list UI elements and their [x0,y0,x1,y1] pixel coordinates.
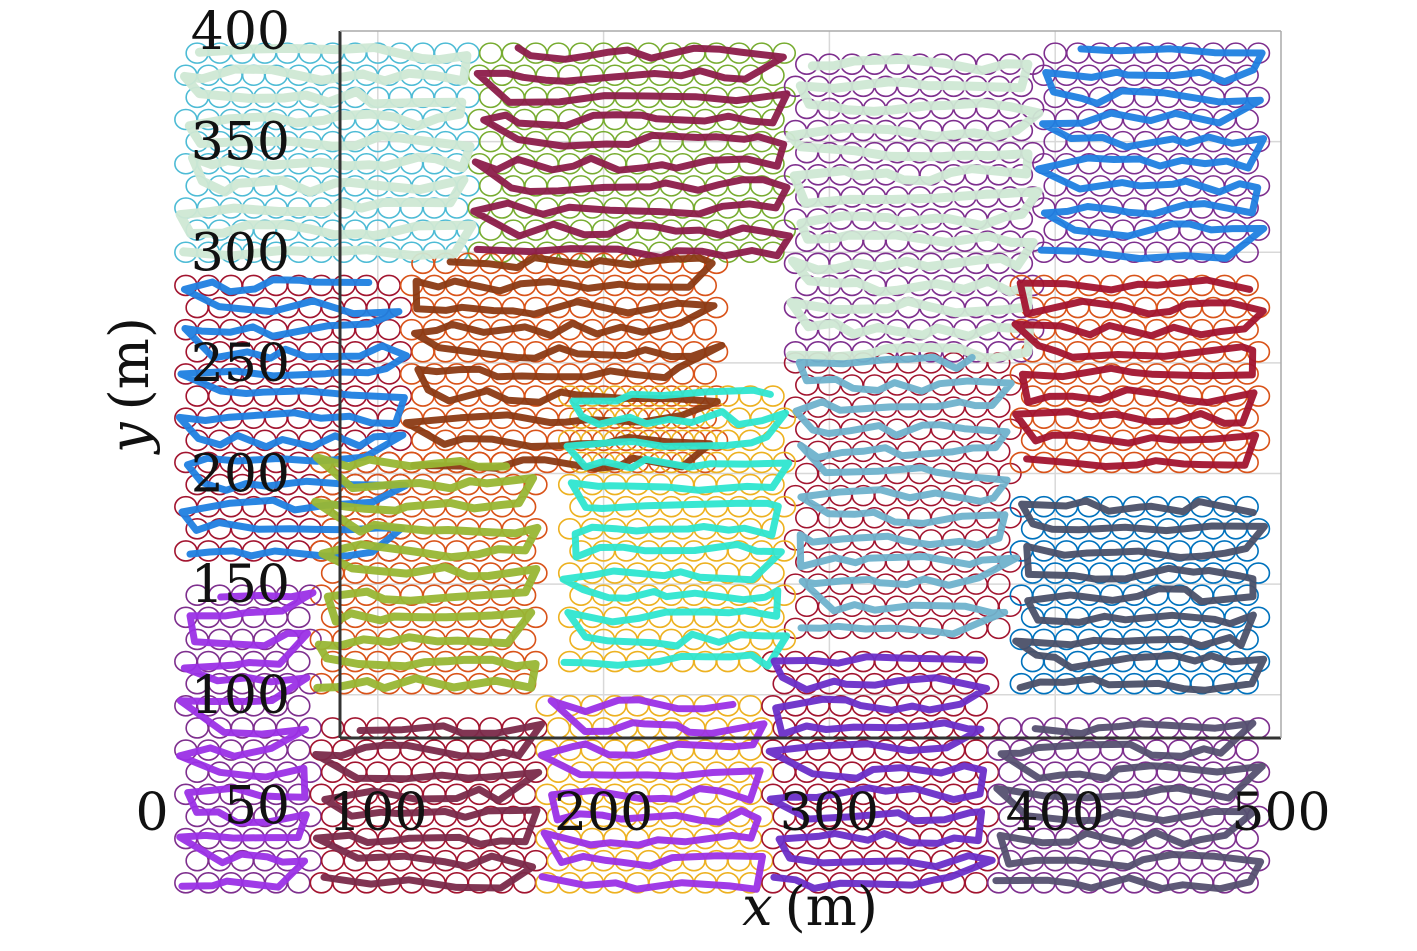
sensor-circle [1246,429,1271,452]
sensor-circle [286,739,311,761]
sensor-circle [693,318,718,341]
y-tick-label: 350 [191,113,290,173]
coverage-path-3 [785,54,1044,363]
sensor-circle [772,628,797,651]
y-tick-label: 400 [191,2,290,62]
y-tick-label: 100 [191,666,290,726]
y-tick-label: 50 [224,776,290,836]
tick-labels: 0 100 200 300 400 500 50 100 150 200 250 300 350 400 [135,2,1330,843]
x-tick-label: 500 [1231,783,1330,843]
coverage-path-13 [312,720,545,892]
sensor-circle [286,606,311,629]
y-tick-label: 150 [191,555,290,615]
x-axis-label: x (m) [742,875,878,938]
coverage-path-11 [1012,497,1268,694]
x-tick-label: 200 [554,783,653,843]
sensor-circle [964,739,988,761]
sensor-circle [761,606,785,629]
coverage-path-10 [559,386,793,670]
y-axis-label: y(m) [98,317,161,455]
coverage-path-9 [311,453,542,693]
sensor-circle [704,385,729,407]
coverage-path-1 [175,43,477,261]
sensor-circle [1246,761,1271,783]
sensor-circle [761,385,785,407]
coverage-path-12 [176,589,317,891]
coverage-paths [175,43,1268,893]
coverage-path-4 [1034,45,1268,263]
coverage-path-6 [402,254,726,472]
coverage-path-2 [470,44,794,262]
x-tick-label: 100 [328,783,427,843]
y-tick-label: 250 [191,334,290,394]
coverage-path-16 [992,719,1266,893]
sensor-circle [286,650,311,673]
coverage-path-7 [792,353,1021,638]
coverage-path-5 [175,276,411,560]
x-tick-label: 0 [135,783,168,843]
sensor-circle [964,872,988,894]
x-tick-label: 300 [780,783,879,843]
y-tick-label: 300 [191,223,290,283]
coverage-path-14 [537,696,768,893]
y-tick-label: 200 [191,445,290,505]
x-tick-label: 400 [1006,783,1105,843]
axes [338,30,1282,740]
sensor-circle [320,849,345,872]
sensor-circle [693,363,718,385]
sensor-circle [1235,739,1259,761]
coverage-path-8 [1011,276,1267,470]
coverage-path-15 [765,653,996,892]
sensor-circle [1246,562,1271,584]
sensor-circle [286,695,311,717]
sensor-circle [986,573,1011,595]
sensor-circle [1235,827,1259,850]
